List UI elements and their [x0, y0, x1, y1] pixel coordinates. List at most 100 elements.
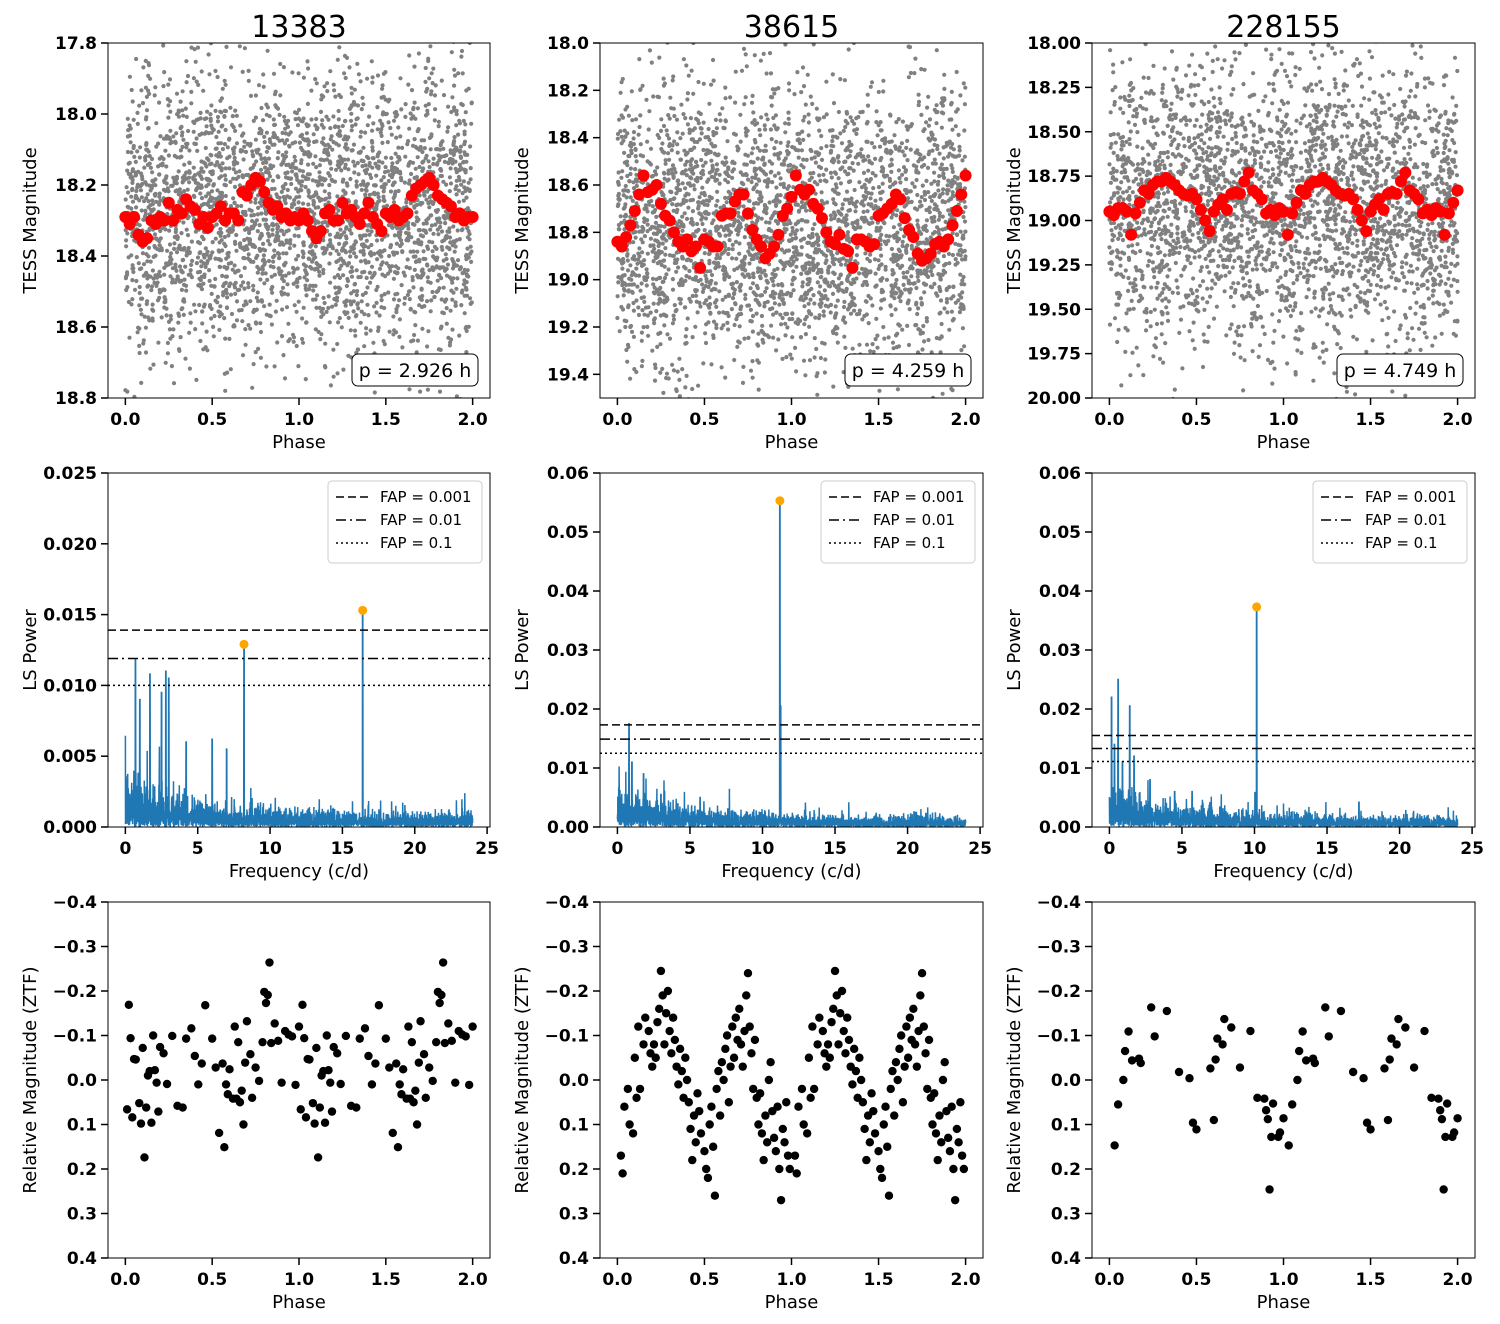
tess-point: [338, 94, 343, 100]
tess-point: [680, 228, 685, 233]
tess-point: [223, 388, 228, 393]
tess-point: [915, 311, 920, 317]
tess-point: [184, 227, 189, 232]
tess-point: [139, 312, 144, 317]
tess-point: [645, 159, 650, 164]
tess-point: [335, 371, 340, 376]
tess-point: [180, 306, 185, 311]
tess-point: [152, 93, 157, 98]
tess-point: [280, 160, 285, 166]
tess-point: [630, 118, 635, 123]
tess-point: [223, 193, 228, 199]
tess-point: [786, 81, 792, 86]
period-annotation: p = 2.926 h: [359, 360, 472, 382]
tess-point: [900, 119, 906, 124]
tess-point: [216, 141, 221, 146]
tess-point: [732, 322, 737, 328]
tess-point: [231, 196, 236, 201]
tess-point: [328, 280, 333, 285]
tess-point: [332, 275, 337, 280]
tess-point: [243, 299, 248, 304]
tess-point: [667, 116, 672, 121]
tess-point: [317, 163, 322, 168]
tess-point: [301, 255, 306, 260]
tess-point: [962, 199, 967, 204]
tess-point: [213, 163, 218, 168]
tess-point: [379, 254, 384, 259]
tess-point: [828, 310, 833, 315]
tess-point: [363, 290, 368, 295]
tess-point: [314, 305, 319, 310]
tess-point: [280, 153, 285, 158]
tess-point: [210, 250, 215, 255]
tess-point: [645, 251, 650, 256]
tess-point: [380, 272, 385, 277]
tess-point: [386, 120, 391, 125]
tess-point: [420, 326, 425, 331]
tess-point: [460, 227, 465, 232]
tess-point: [423, 156, 428, 161]
tess-point: [356, 172, 361, 177]
tess-point: [889, 293, 894, 298]
tess-point: [269, 186, 274, 192]
tess-point: [426, 159, 431, 164]
tess-point: [644, 97, 649, 102]
tess-point: [390, 225, 395, 230]
tess-point: [250, 149, 255, 154]
tess-point: [833, 182, 839, 187]
tess-point: [907, 307, 912, 312]
tess-point: [662, 224, 667, 229]
tess-point: [622, 150, 627, 155]
tess-point: [791, 259, 796, 264]
tess-point: [904, 145, 909, 150]
tess-point: [691, 183, 696, 188]
tess-point: [711, 333, 716, 338]
tess-point: [199, 185, 204, 190]
tess-point: [228, 281, 233, 286]
tess-point: [392, 250, 397, 255]
tess-point: [375, 284, 380, 289]
tess-point: [433, 83, 438, 88]
tess-point: [702, 301, 707, 306]
tess-point: [129, 194, 134, 199]
tess-point: [706, 303, 711, 308]
tess-point: [750, 359, 755, 364]
tess-point: [671, 317, 677, 322]
tess-point: [294, 343, 299, 349]
tess-point: [714, 168, 719, 173]
tess-point: [301, 243, 306, 248]
tess-point: [415, 106, 420, 111]
tess-point: [344, 283, 349, 289]
tess-point: [406, 82, 411, 87]
tess-point: [388, 125, 393, 131]
tess-point: [328, 161, 333, 166]
tess-point: [398, 226, 403, 231]
tess-point: [166, 115, 171, 120]
tess-point: [678, 136, 683, 141]
panel-38615-lc: 0.0 0.5 1.0 1.5 2.018.018.218.418.618.819.01…: [512, 10, 984, 453]
tess-point: [848, 149, 853, 154]
tess-point: [640, 240, 645, 245]
tess-point: [364, 188, 369, 193]
tess-point: [329, 134, 334, 139]
tess-point: [230, 114, 235, 119]
tess-point: [724, 272, 729, 277]
tess-point: [257, 236, 262, 241]
tess-point: [387, 253, 392, 259]
tess-point: [194, 377, 199, 382]
tess-point: [327, 320, 332, 325]
tess-point: [407, 289, 412, 294]
tess-point: [163, 148, 168, 153]
tess-point: [209, 103, 214, 108]
tess-point: [285, 292, 290, 297]
tess-point: [211, 183, 216, 188]
tess-point: [155, 237, 160, 242]
tess-point: [909, 243, 914, 248]
tess-point: [813, 315, 818, 320]
tess-point: [469, 300, 474, 305]
tess-point: [177, 264, 183, 269]
tess-point: [428, 280, 433, 285]
tess-point: [841, 128, 846, 133]
tess-point: [356, 72, 361, 77]
tess-point: [314, 139, 319, 144]
